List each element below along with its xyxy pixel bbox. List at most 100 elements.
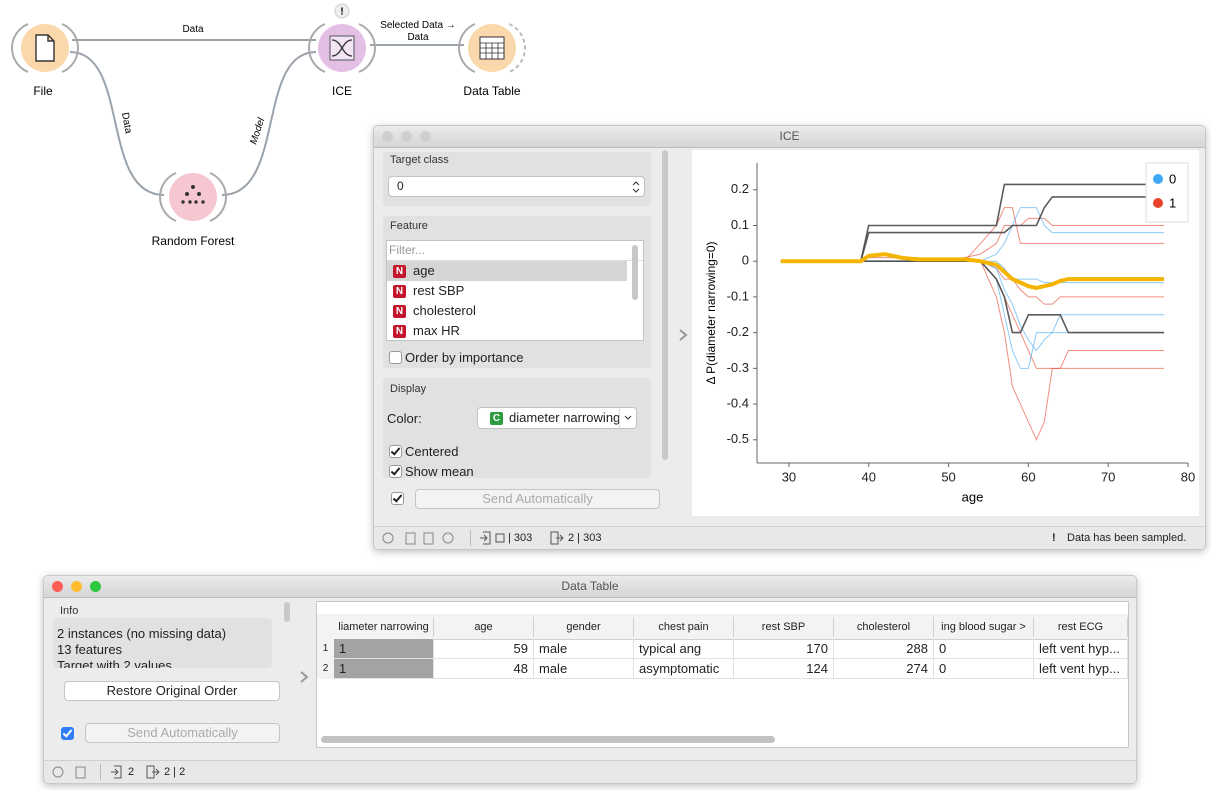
checkbox[interactable] [389,351,402,364]
ice-curve [780,207,1165,262]
feature-name: age [413,263,435,278]
column-header[interactable]: age [434,617,534,637]
data-table-window: Data Table Info 2 instances (no missing … [43,575,1137,784]
row-index: 1 [317,639,334,659]
status-bar: 2 2 | 2 [44,760,1136,783]
column-header[interactable]: chest pain [634,617,734,637]
send-button[interactable]: Send Automatically [415,489,660,509]
variable-icon: N [393,285,406,299]
table-cell: 48 [434,659,534,679]
group-label: Target class [390,154,449,166]
scrollbar[interactable] [632,245,638,300]
column-header[interactable]: gender [534,617,634,637]
node-ice[interactable] [308,3,376,73]
legend-marker [1153,198,1163,208]
info-box: 2 instances (no missing data) 13 feature… [53,618,272,668]
send-button[interactable]: Send Automatically [85,723,280,743]
scrollbar[interactable] [321,736,775,743]
variable-icon: C [490,412,503,426]
zoom-button[interactable] [90,581,101,592]
input-icon [480,531,505,545]
node-file[interactable] [11,23,79,73]
link[interactable] [221,51,317,196]
combo-value: diameter narrowing [509,410,621,425]
checkbox[interactable] [61,727,74,740]
output-icon [550,531,564,545]
row-index: 2 [317,659,334,679]
y-tick-label: -0.2 [727,324,749,339]
close-button[interactable] [52,581,63,592]
table[interactable]: liameter narrowing age gender chest pain res… [316,601,1129,748]
feature-name: cholesterol [413,303,476,318]
zoom-button[interactable] [420,131,431,142]
table-cell: 288 [834,639,934,659]
x-tick-label: 50 [941,469,955,484]
collapse-arrow[interactable] [298,670,310,684]
x-tick-label: 40 [862,469,876,484]
legend-label: 1 [1169,195,1176,210]
table-cell: male [534,659,634,679]
restore-button[interactable]: Restore Original Order [64,681,280,701]
warning-icon: ! [1052,532,1056,544]
link-label: Model [248,116,267,146]
link[interactable] [69,51,165,196]
link-label: Data [407,32,429,43]
legend-marker [1153,174,1163,184]
column-header[interactable]: cholesterol [834,617,934,637]
variable-icon: N [393,265,406,279]
x-tick-label: 60 [1021,469,1035,484]
node-random-forest[interactable] [159,172,227,222]
y-tick-label: -0.1 [727,288,749,303]
minimize-button[interactable] [71,581,82,592]
column-header[interactable]: liameter narrowing [334,617,434,637]
collapse-arrow[interactable] [677,328,689,342]
node-label: Data Table [463,84,520,98]
target-class-combo[interactable]: 0 [388,176,645,197]
link-label: Selected Data → [380,20,456,31]
table-cell: 274 [834,659,934,679]
legend-box [1145,162,1189,223]
combo-arrow [619,408,636,428]
checkbox[interactable] [391,492,404,505]
checkbox[interactable] [389,445,402,458]
status-icons [52,766,86,779]
table-cell: 0 [934,639,1034,659]
warning-icon: ! [340,7,343,18]
status-output: 2 | 303 [568,532,602,544]
table-cell: 1 [334,659,434,679]
column-header[interactable]: ing blood sugar > [934,617,1034,637]
y-axis-label: Δ P(diameter narrowing=0) [704,241,718,384]
ice-curve [780,207,1165,262]
node-data-table[interactable] [458,23,526,73]
table-cell: 59 [434,639,534,659]
ice-curve [780,183,1165,262]
checkbox[interactable] [389,465,402,478]
scrollbar[interactable] [662,150,668,460]
scrollbar[interactable] [284,602,290,622]
table-cell: male [534,639,634,659]
status-input: | 303 [508,532,533,544]
group-label: Display [390,383,427,395]
column-header[interactable]: rest SBP [734,617,834,637]
checkbox-label: Order by importance [405,350,524,365]
table-cell: asymptomatic [634,659,734,679]
close-button[interactable] [382,131,393,142]
input-icon [111,765,122,779]
table-cell: left vent hyp... [1034,639,1128,659]
column-header[interactable]: rest ECG [1034,617,1128,637]
color-label: Color: [387,411,422,426]
y-tick-label: -0.4 [727,396,749,411]
status-input: 2 [128,766,135,778]
minimize-button[interactable] [401,131,412,142]
ice-curve [780,260,1165,352]
y-tick-label: 0 [742,253,749,268]
info-line: 2 instances (no missing data) [57,626,227,641]
